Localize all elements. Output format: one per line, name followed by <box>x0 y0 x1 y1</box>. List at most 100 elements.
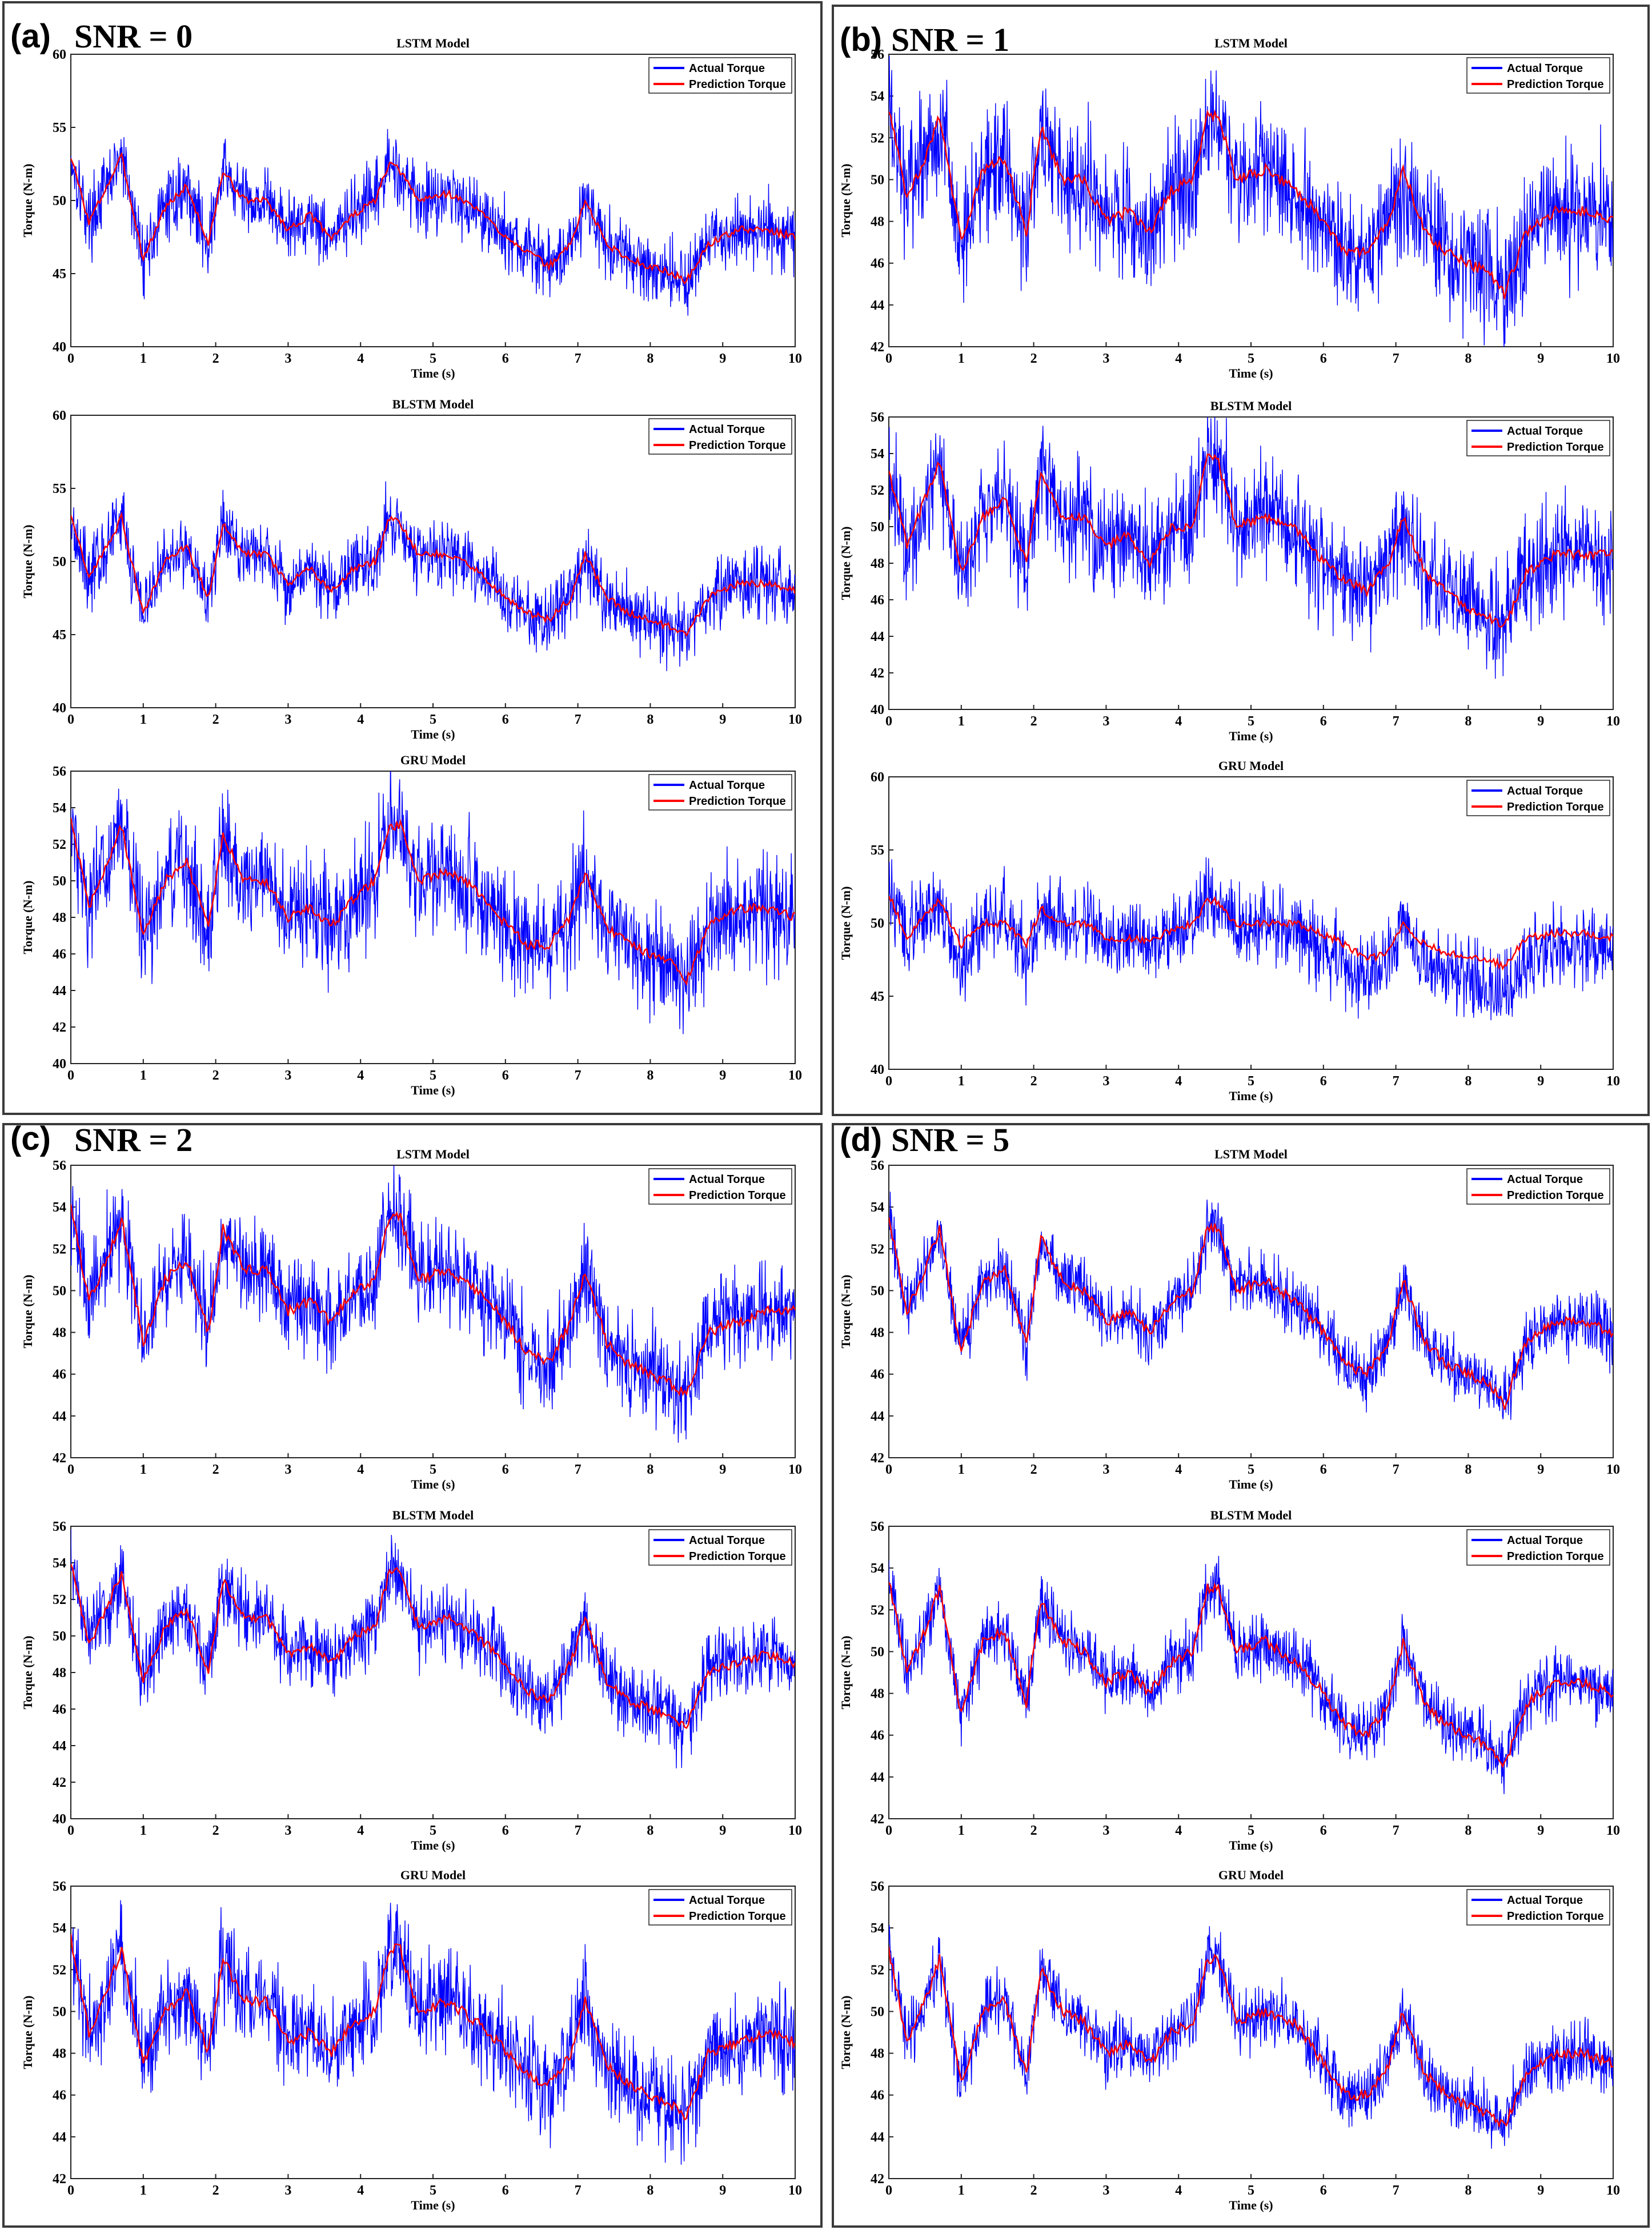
y-tick-label: 52 <box>871 483 884 498</box>
legend-box <box>1466 1168 1610 1205</box>
legend-box <box>648 1529 792 1566</box>
x-axis-label: Time (s) <box>1229 2198 1273 2212</box>
y-tick-label: 48 <box>53 2047 66 2061</box>
y-tick-label: 48 <box>53 1666 66 1680</box>
plot-area <box>70 1526 796 1819</box>
legend-entry: Actual Torque <box>689 62 765 75</box>
legend-box <box>1466 780 1610 816</box>
y-tick-label: 52 <box>871 131 884 146</box>
x-tick-label: 0 <box>885 1074 892 1089</box>
prediction-torque-line <box>889 1217 1613 1410</box>
x-tick-label: 4 <box>1175 2183 1182 2198</box>
x-tick-label: 5 <box>1248 714 1254 729</box>
chart-title: GRU Model <box>400 1868 466 1882</box>
prediction-torque-line <box>71 1563 795 1729</box>
x-tick-label: 7 <box>1393 714 1400 729</box>
chart-title: BLSTM Model <box>1210 399 1292 413</box>
legend-box <box>1466 1529 1610 1566</box>
y-tick-label: 50 <box>871 173 884 187</box>
prediction-torque-line <box>71 1204 795 1397</box>
y-tick-label: 42 <box>871 340 884 355</box>
y-tick-label: 42 <box>53 2172 66 2187</box>
legend-entry: Actual Torque <box>689 423 765 436</box>
panel-d-label: (d) <box>840 1121 883 1158</box>
x-tick-label: 4 <box>1175 351 1182 366</box>
y-tick-label: 50 <box>53 194 66 208</box>
panel-b-label: (b) <box>840 21 883 58</box>
x-axis-label: Time (s) <box>411 366 455 380</box>
x-tick-label: 9 <box>1537 1823 1544 1838</box>
x-axis-label: Time (s) <box>411 727 455 741</box>
legend-entry: Prediction Torque <box>689 1550 786 1563</box>
y-tick-label: 45 <box>53 628 66 643</box>
legend-entry: Prediction Torque <box>689 1189 786 1202</box>
x-tick-label: 10 <box>788 1462 802 1477</box>
y-tick-label: 60 <box>53 408 66 423</box>
x-tick-label: 2 <box>212 1823 219 1838</box>
x-tick-label: 2 <box>1031 1074 1037 1089</box>
x-tick-label: 9 <box>719 2183 726 2198</box>
legend-entry: Actual Torque <box>1507 1534 1583 1547</box>
x-tick-label: 3 <box>284 1462 291 1477</box>
x-tick-label: 4 <box>1175 714 1182 729</box>
x-tick-label: 1 <box>958 351 965 366</box>
x-tick-label: 2 <box>212 1462 219 1477</box>
x-tick-label: 1 <box>958 1074 965 1089</box>
y-tick-label: 44 <box>53 1409 66 1424</box>
x-tick-label: 10 <box>788 2183 802 2198</box>
y-tick-label: 54 <box>53 1200 66 1215</box>
x-tick-label: 8 <box>647 712 653 727</box>
x-tick-label: 7 <box>575 1823 582 1838</box>
x-tick-label: 1 <box>958 714 965 729</box>
prediction-torque-line <box>71 817 795 986</box>
y-axis-label: Torque (N-m) <box>839 887 853 960</box>
x-tick-label: 8 <box>1465 1823 1471 1838</box>
x-tick-label: 8 <box>1465 1462 1471 1477</box>
legend: Actual Torque Prediction Torque <box>648 1889 792 1926</box>
chart-title: BLSTM Model <box>392 1508 474 1522</box>
legend-entry: Prediction Torque <box>1507 1189 1604 1202</box>
x-tick-label: 9 <box>1537 1074 1544 1089</box>
x-tick-label: 5 <box>430 712 436 727</box>
x-tick-label: 9 <box>719 712 726 727</box>
x-tick-label: 2 <box>212 351 219 366</box>
x-tick-label: 6 <box>1320 351 1327 366</box>
x-tick-label: 0 <box>67 712 74 727</box>
x-tick-label: 2 <box>1031 2183 1037 2198</box>
x-tick-label: 7 <box>575 2183 582 2198</box>
chart-title: LSTM Model <box>396 36 470 50</box>
legend-entry: Actual Torque <box>1507 62 1583 75</box>
y-axis-label: Torque (N-m) <box>21 1275 35 1349</box>
y-tick-label: 44 <box>871 2130 884 2145</box>
panel-b-snr: SNR = 1 <box>891 21 1010 58</box>
y-tick-label: 56 <box>53 1158 66 1173</box>
prediction-torque-line <box>889 1946 1613 2128</box>
x-tick-label: 8 <box>1465 1074 1471 1089</box>
x-tick-label: 9 <box>1537 714 1544 729</box>
x-tick-label: 1 <box>140 1462 147 1477</box>
y-tick-label: 46 <box>871 1367 884 1382</box>
legend: Actual Torque Prediction Torque <box>1466 1529 1610 1566</box>
y-tick-label: 42 <box>871 2172 884 2187</box>
chart-title: GRU Model <box>1218 759 1284 773</box>
x-tick-label: 5 <box>430 2183 436 2198</box>
x-tick-label: 0 <box>885 714 892 729</box>
chart-title: LSTM Model <box>396 1147 470 1161</box>
legend: Actual Torque Prediction Torque <box>648 418 792 455</box>
plot-area <box>70 1886 796 2179</box>
x-tick-label: 5 <box>1248 1462 1254 1477</box>
y-tick-label: 54 <box>871 1561 884 1576</box>
x-tick-label: 2 <box>212 2183 219 2198</box>
prediction-torque-line <box>889 454 1613 628</box>
actual-torque-line <box>71 771 795 1034</box>
y-tick-label: 44 <box>53 1739 66 1754</box>
x-tick-label: 0 <box>885 2183 892 2198</box>
x-tick-label: 7 <box>575 351 582 366</box>
x-tick-label: 4 <box>1175 1462 1182 1477</box>
actual-torque-line <box>889 55 1613 347</box>
x-tick-label: 4 <box>357 1462 364 1477</box>
x-tick-label: 3 <box>1102 1823 1109 1838</box>
